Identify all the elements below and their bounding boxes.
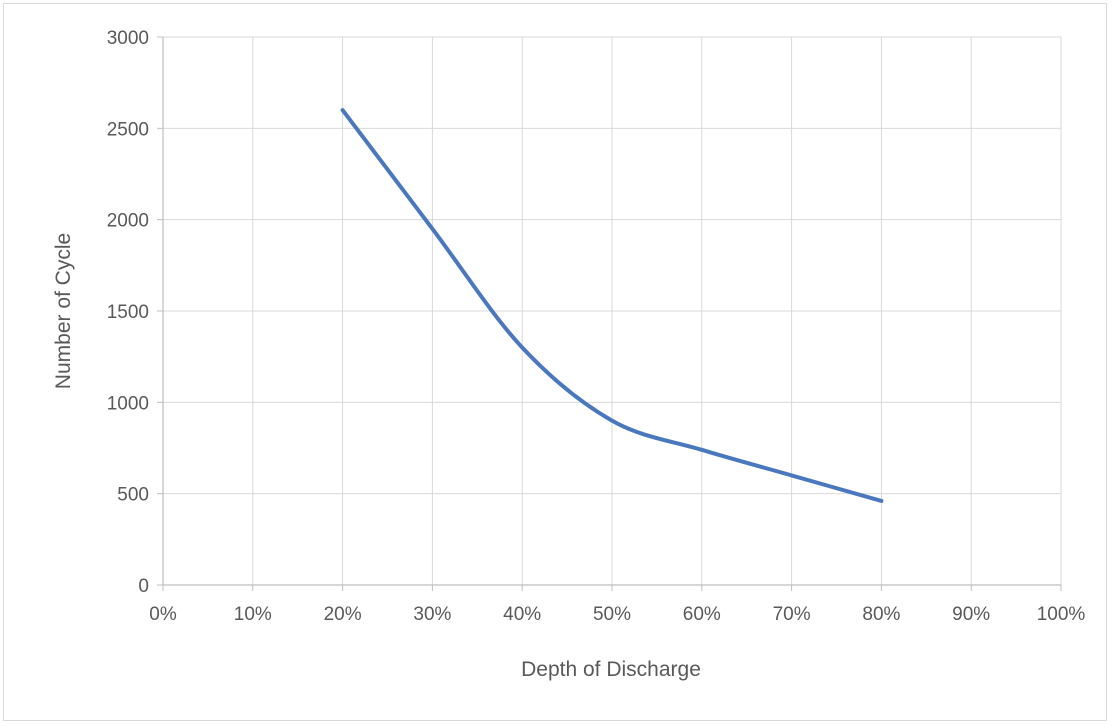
y-axis-title: Number of Cycle xyxy=(52,233,75,389)
x-tick-label: 20% xyxy=(324,604,362,625)
y-tick-label: 3000 xyxy=(107,28,149,49)
axes xyxy=(157,36,1062,591)
y-tick-label: 1000 xyxy=(107,393,149,414)
y-tick-label: 2500 xyxy=(107,119,149,140)
gridlines xyxy=(162,36,1062,585)
series-lines xyxy=(340,108,884,503)
chart-area xyxy=(3,3,1107,721)
y-tick-label: 500 xyxy=(117,485,149,506)
x-tick-label: 10% xyxy=(234,604,272,625)
tick-labels: 0% 10% 20% 30% 40% 50% 60% 70% 80% 90% 100% 0 500 100… xyxy=(107,28,1086,625)
x-axis-title: Depth of Discharge xyxy=(521,658,701,681)
x-tick-label: 60% xyxy=(683,604,721,625)
y-tick-label: 0 xyxy=(138,576,149,597)
x-tick-label: 30% xyxy=(413,604,451,625)
series-line xyxy=(340,108,884,503)
y-tick-label: 1500 xyxy=(107,302,149,323)
x-tick-label: 40% xyxy=(503,604,541,625)
x-tick-label: 0% xyxy=(149,604,177,625)
x-tick-label: 90% xyxy=(952,604,990,625)
x-tick-label: 100% xyxy=(1037,604,1086,625)
x-tick-label: 70% xyxy=(773,604,811,625)
x-tick-label: 50% xyxy=(593,604,631,625)
x-tick-label: 80% xyxy=(862,604,900,625)
y-tick-label: 2000 xyxy=(107,211,149,232)
